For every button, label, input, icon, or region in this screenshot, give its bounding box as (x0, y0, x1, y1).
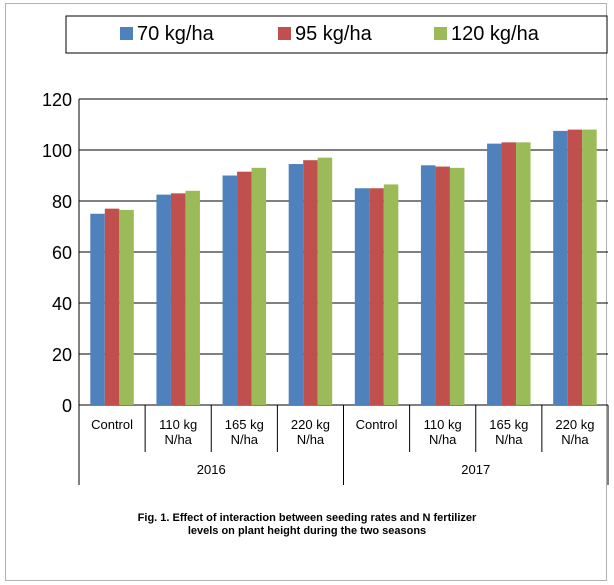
x-category-label: 220 kg (555, 417, 594, 432)
bar (354, 188, 370, 405)
x-category-label: N/ha (429, 432, 457, 447)
x-group-label: 2017 (461, 462, 490, 477)
x-category-label: N/ha (164, 432, 192, 447)
legend-box (65, 15, 608, 54)
bar (303, 160, 318, 405)
bar (185, 190, 200, 405)
x-group-label: 2016 (197, 462, 226, 477)
x-category-label: Control (356, 417, 398, 432)
legend-label: 95 kg/ha (295, 23, 373, 45)
bar (449, 167, 465, 405)
bar (369, 188, 384, 405)
bar (435, 166, 450, 405)
bar (567, 129, 583, 405)
bar (501, 142, 517, 405)
legend-label: 120 kg/ha (451, 23, 540, 45)
bar (222, 175, 238, 405)
bar (420, 165, 436, 405)
legend-swatch (120, 27, 133, 40)
y-tick-label: 100 (42, 141, 72, 161)
x-category-label: 110 kg (424, 417, 462, 432)
bar (317, 157, 333, 405)
bar (170, 193, 186, 405)
bar (288, 164, 304, 405)
bar (119, 209, 134, 405)
bar (582, 129, 597, 405)
x-category-label: N/ha (495, 432, 523, 447)
bar (487, 143, 502, 405)
bar (251, 167, 267, 405)
x-category-label: Control (91, 417, 133, 432)
y-tick-label: 20 (52, 345, 72, 365)
bar (383, 184, 399, 405)
x-category-label: N/ha (297, 432, 325, 447)
x-category-label: 165 kg (489, 417, 528, 432)
y-tick-label: 80 (52, 192, 72, 212)
x-category-label: 220 kg (291, 417, 330, 432)
bar (90, 213, 105, 405)
y-tick-label: 120 (42, 90, 72, 110)
figure-caption-line-1: Fig. 1. Effect of interaction between se… (137, 512, 477, 524)
x-category-label: N/ha (561, 432, 589, 447)
bar (516, 142, 531, 405)
x-category-label: 110 kg (159, 417, 197, 432)
bar (553, 130, 568, 405)
x-category-label: 165 kg (225, 417, 264, 432)
y-tick-label: 60 (52, 243, 72, 263)
bar (104, 208, 120, 405)
bar (156, 194, 171, 405)
legend-label: 70 kg/ha (137, 23, 215, 45)
y-tick-label: 40 (52, 294, 72, 314)
bar (237, 171, 252, 405)
legend-swatch (278, 27, 291, 40)
y-tick-label: 0 (62, 396, 72, 416)
legend-swatch (434, 27, 447, 40)
x-category-label: N/ha (231, 432, 259, 447)
figure-caption-line-2: levels on plant height during the two se… (187, 525, 427, 537)
